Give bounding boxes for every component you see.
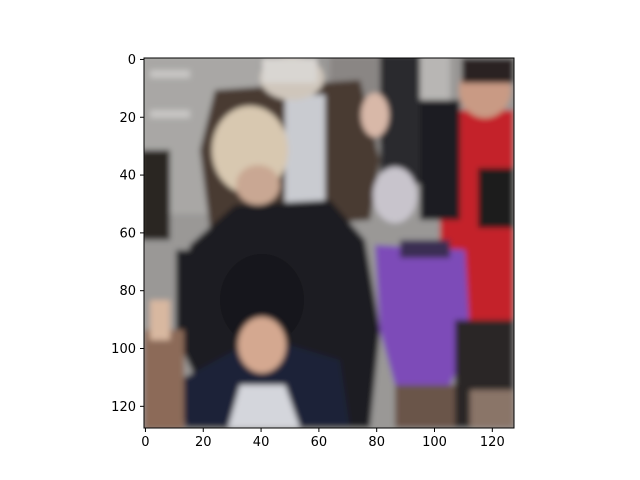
x-axis: 0 20 40 60 80 100 120	[141, 428, 505, 450]
y-tick-label: 100	[111, 342, 136, 357]
x-tick-label: 20	[195, 435, 212, 450]
x-tick-label: 100	[422, 435, 447, 450]
y-tick-label: 120	[111, 400, 136, 415]
x-tick-label: 60	[311, 435, 328, 450]
x-tick-label: 40	[253, 435, 270, 450]
x-tick-label: 80	[368, 435, 385, 450]
axes-frame	[143, 57, 515, 429]
y-axis: 0 20 40 60 80 100 120	[111, 53, 144, 415]
x-tick-label: 0	[141, 435, 149, 450]
x-tick-label: 120	[480, 435, 505, 450]
y-tick-label: 0	[128, 53, 136, 68]
y-tick-label: 40	[119, 169, 136, 184]
y-tick-label: 20	[119, 111, 136, 126]
y-tick-label: 60	[119, 226, 136, 241]
y-tick-label: 80	[119, 284, 136, 299]
image-raster	[144, 58, 514, 428]
